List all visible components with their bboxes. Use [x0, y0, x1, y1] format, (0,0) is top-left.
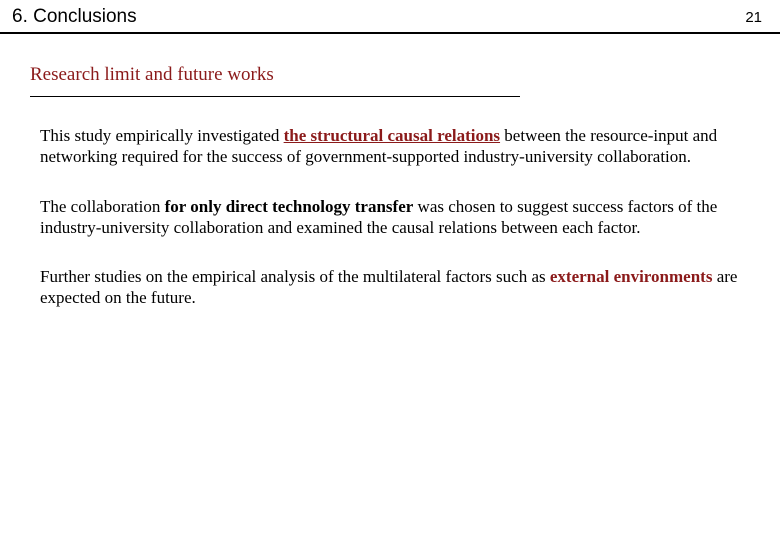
paragraph-1: This study empirically investigated the … — [40, 125, 750, 168]
page-number: 21 — [745, 9, 762, 26]
p2-emphasis-direct-technology-transfer: for only direct technology transfer — [165, 197, 414, 216]
p1-emphasis-structural-causal-relations: the structural causal relations — [284, 126, 500, 145]
paragraph-3: Further studies on the empirical analysi… — [40, 266, 750, 309]
p1-seg1: This study empirically investigated — [40, 126, 284, 145]
section-title: 6. Conclusions — [12, 6, 137, 28]
subtitle: Research limit and future works — [30, 64, 780, 86]
subtitle-wrap: Research limit and future works — [0, 34, 780, 92]
p2-seg1: The collaboration — [40, 197, 165, 216]
p3-emphasis-external-environments: external environments — [550, 267, 713, 286]
body: This study empirically investigated the … — [0, 97, 780, 309]
p3-seg1: Further studies on the empirical analysi… — [40, 267, 550, 286]
paragraph-2: The collaboration for only direct techno… — [40, 196, 750, 239]
header-bar: 6. Conclusions 21 — [0, 0, 780, 32]
slide: 6. Conclusions 21 Research limit and fut… — [0, 0, 780, 540]
